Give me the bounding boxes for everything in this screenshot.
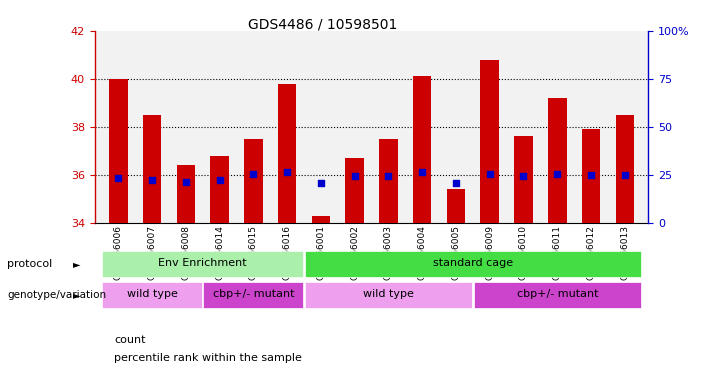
- Text: Env Enrichment: Env Enrichment: [158, 258, 247, 268]
- Bar: [102, 282, 202, 308]
- Bar: [203, 282, 304, 308]
- Point: [450, 180, 461, 186]
- Point: [416, 169, 428, 175]
- Bar: [177, 165, 195, 223]
- Point: [383, 173, 394, 179]
- Point: [180, 179, 191, 185]
- Text: ►: ►: [73, 259, 81, 269]
- Bar: [102, 251, 304, 277]
- Point: [619, 172, 630, 178]
- Bar: [379, 139, 397, 223]
- Point: [282, 169, 293, 175]
- Bar: [305, 282, 472, 308]
- Text: ►: ►: [73, 290, 81, 300]
- Bar: [515, 136, 533, 223]
- Bar: [615, 115, 634, 223]
- Text: standard cage: standard cage: [433, 258, 513, 268]
- Point: [247, 170, 259, 177]
- Text: wild type: wild type: [127, 289, 177, 299]
- Point: [214, 177, 225, 183]
- Text: cbp+/- mutant: cbp+/- mutant: [517, 289, 598, 299]
- Bar: [447, 189, 465, 223]
- Point: [484, 170, 496, 177]
- Point: [552, 170, 563, 177]
- Point: [585, 172, 597, 178]
- Bar: [210, 156, 229, 223]
- Bar: [346, 158, 364, 223]
- Bar: [109, 79, 128, 223]
- Point: [147, 177, 158, 183]
- Text: count: count: [114, 335, 146, 345]
- Bar: [278, 84, 297, 223]
- Point: [518, 173, 529, 179]
- Bar: [548, 98, 566, 223]
- Text: wild type: wild type: [363, 289, 414, 299]
- Point: [315, 180, 327, 186]
- Bar: [143, 115, 161, 223]
- Text: protocol: protocol: [7, 259, 53, 269]
- Point: [113, 175, 124, 181]
- Bar: [480, 60, 499, 223]
- Text: GDS4486 / 10598501: GDS4486 / 10598501: [247, 17, 397, 31]
- Bar: [244, 139, 263, 223]
- Text: percentile rank within the sample: percentile rank within the sample: [114, 353, 302, 363]
- Bar: [473, 282, 641, 308]
- Bar: [582, 129, 600, 223]
- Text: cbp+/- mutant: cbp+/- mutant: [212, 289, 294, 299]
- Bar: [311, 215, 330, 223]
- Text: genotype/variation: genotype/variation: [7, 290, 106, 300]
- Point: [349, 173, 360, 179]
- Bar: [413, 76, 432, 223]
- Bar: [305, 251, 641, 277]
